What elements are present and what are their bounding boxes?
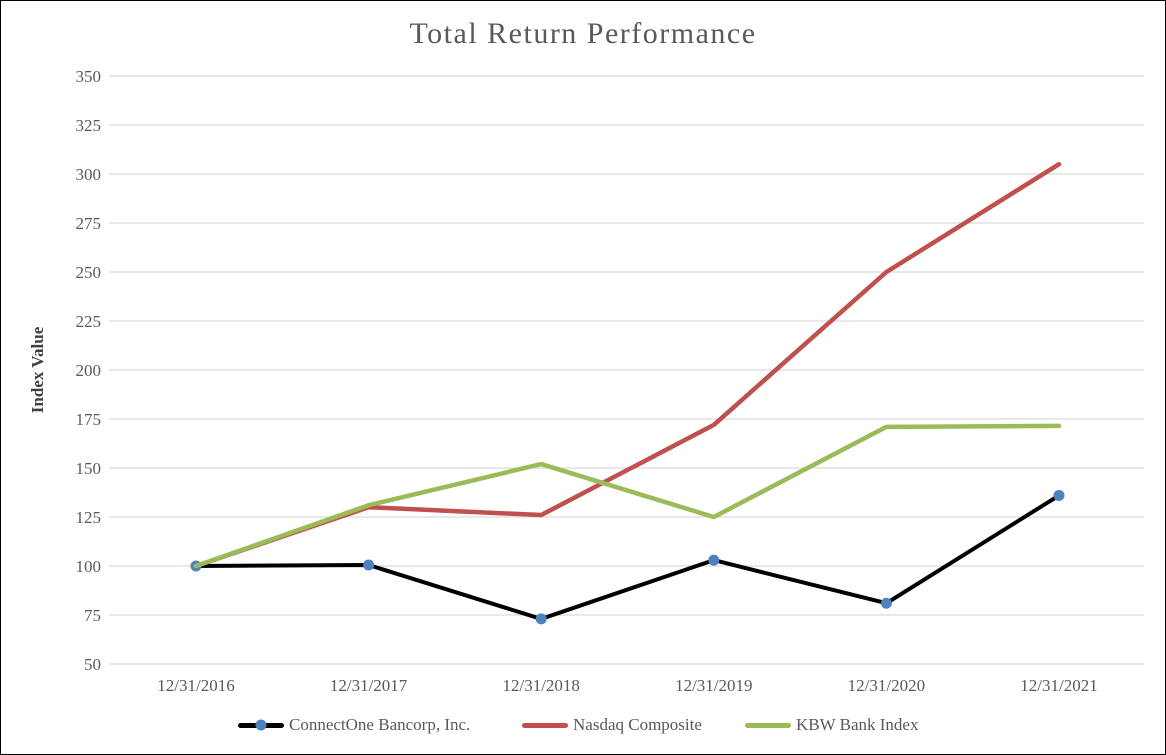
legend-item-connectone: ConnectOne Bancorp, Inc. xyxy=(238,707,470,743)
series-line xyxy=(193,161,1062,569)
connectone-line-swatch xyxy=(238,719,284,731)
y-tick-label: 125 xyxy=(76,508,102,527)
nasdaq-line-swatch xyxy=(522,722,568,728)
chart-legend: ConnectOne Bancorp, Inc. Nasdaq Composit… xyxy=(1,707,1165,743)
data-point-marker xyxy=(363,559,375,571)
x-tick-label: 12/31/2018 xyxy=(502,676,579,695)
y-tick-label: 225 xyxy=(76,312,102,331)
y-tick-label: 150 xyxy=(76,459,102,478)
data-point-marker xyxy=(1053,489,1065,501)
data-point-marker xyxy=(708,554,720,566)
series-line xyxy=(194,493,1061,621)
x-tick-label: 12/31/2020 xyxy=(848,676,925,695)
y-tick-label: 75 xyxy=(84,606,101,625)
x-tick-label: 12/31/2019 xyxy=(675,676,752,695)
y-tick-label: 325 xyxy=(76,116,102,135)
x-tick-label: 12/31/2021 xyxy=(1020,676,1097,695)
y-tick-label: 250 xyxy=(76,263,102,282)
legend-item-nasdaq: Nasdaq Composite xyxy=(522,707,702,743)
kbw-line-swatch xyxy=(745,722,791,728)
data-point-marker xyxy=(535,613,547,625)
y-tick-label: 200 xyxy=(76,361,102,380)
chart-title: Total Return Performance xyxy=(409,17,757,50)
y-tick-label: 350 xyxy=(76,67,102,86)
x-tick-label: 12/31/2016 xyxy=(157,676,234,695)
legend-label: KBW Bank Index xyxy=(796,715,919,734)
data-point-marker xyxy=(880,597,892,609)
y-tick-label: 100 xyxy=(76,557,102,576)
y-tick-label: 275 xyxy=(76,214,102,233)
y-tick-label: 175 xyxy=(76,410,102,429)
legend-label: ConnectOne Bancorp, Inc. xyxy=(289,715,471,734)
y-axis-title: Index Value xyxy=(28,326,47,413)
legend-label: Nasdaq Composite xyxy=(573,715,702,734)
legend-item-kbw: KBW Bank Index xyxy=(745,707,918,743)
y-tick-label: 50 xyxy=(84,655,101,674)
connectone-marker-icon xyxy=(255,719,267,731)
y-tick-label: 300 xyxy=(76,165,102,184)
series-line xyxy=(193,423,1062,569)
x-tick-label: 12/31/2017 xyxy=(330,676,408,695)
